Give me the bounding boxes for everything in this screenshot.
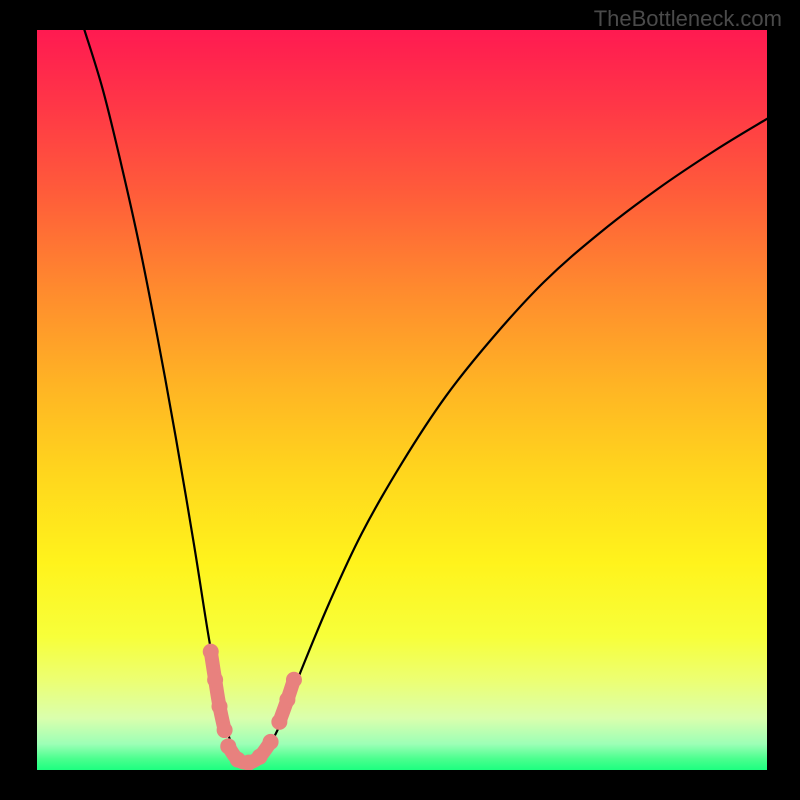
highlight-dot (252, 749, 268, 765)
highlight-dot (279, 692, 295, 708)
chart-container (0, 0, 800, 800)
highlight-dot (286, 672, 302, 688)
watermark-text: TheBottleneck.com (594, 6, 782, 32)
highlight-dot (220, 738, 236, 754)
bottleneck-chart (0, 0, 800, 800)
highlight-dot (203, 644, 219, 660)
highlight-dot (217, 722, 233, 738)
highlight-dot (271, 714, 287, 730)
plot-background (37, 30, 767, 770)
highlight-dot (212, 698, 228, 714)
highlight-dot (207, 672, 223, 688)
highlight-dot (263, 734, 279, 750)
